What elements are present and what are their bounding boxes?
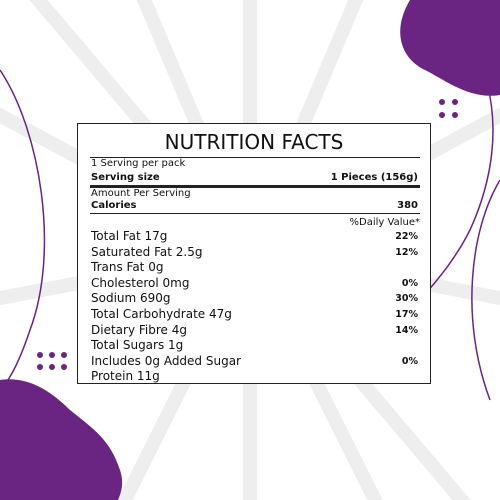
daily-value: 14%: [395, 324, 418, 336]
nutrient-label: Total Sugars 1g: [91, 338, 184, 353]
calories-label: Calories: [91, 200, 137, 211]
amount-per-serving: Amount Per Serving: [91, 188, 191, 199]
servings-per-pack: 1 Serving per pack: [91, 158, 186, 169]
daily-value: 0%: [401, 355, 418, 367]
daily-value: 0%: [401, 277, 418, 289]
serving-size-value: 1 Pieces (156g): [330, 172, 418, 183]
daily-value-header: %Daily Value*: [349, 217, 420, 228]
divider: [90, 185, 420, 188]
blob: [400, 0, 500, 96]
nutrient-label: Protein 11g: [91, 369, 160, 384]
nutrient-label: Total Carbohydrate 47g: [91, 307, 232, 321]
nutrient-label: Saturated Fat 2.5g: [91, 244, 203, 259]
divider: [90, 157, 420, 158]
daily-value: 17%: [395, 309, 418, 320]
title: NUTRITION FACTS: [164, 130, 344, 154]
divider: [90, 213, 420, 214]
calories-value: 380: [397, 200, 418, 211]
serving-size-label: Serving size: [91, 172, 160, 183]
nutrient-label: Total Fat 17g: [91, 229, 168, 243]
nutrient-label: Dietary Fibre 4g: [91, 322, 187, 337]
nutrient-label: Cholesterol 0mg: [91, 275, 190, 290]
nutrient-label: Sodium 690g: [91, 291, 171, 306]
daily-value: 12%: [395, 246, 418, 258]
nutrient-label: Trans Fat 0g: [91, 260, 164, 275]
nutrition-panel: NUTRITION FACTS 1 Serving per pack Serving…: [77, 123, 431, 384]
daily-value: 22%: [395, 231, 418, 242]
blob: [0, 379, 123, 500]
daily-value: 30%: [395, 293, 418, 305]
nutrient-label: Includes 0g Added Sugar: [91, 353, 241, 368]
